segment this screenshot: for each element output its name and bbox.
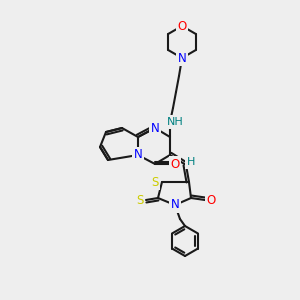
Text: O: O: [177, 20, 187, 32]
Text: S: S: [136, 194, 144, 206]
Text: H: H: [187, 157, 195, 167]
Text: N: N: [178, 52, 186, 64]
Text: N: N: [171, 199, 179, 212]
Text: O: O: [170, 158, 180, 170]
Text: N: N: [151, 122, 159, 134]
Text: S: S: [151, 176, 159, 188]
Text: NH: NH: [167, 117, 183, 127]
Text: N: N: [134, 148, 142, 161]
Text: O: O: [206, 194, 216, 206]
